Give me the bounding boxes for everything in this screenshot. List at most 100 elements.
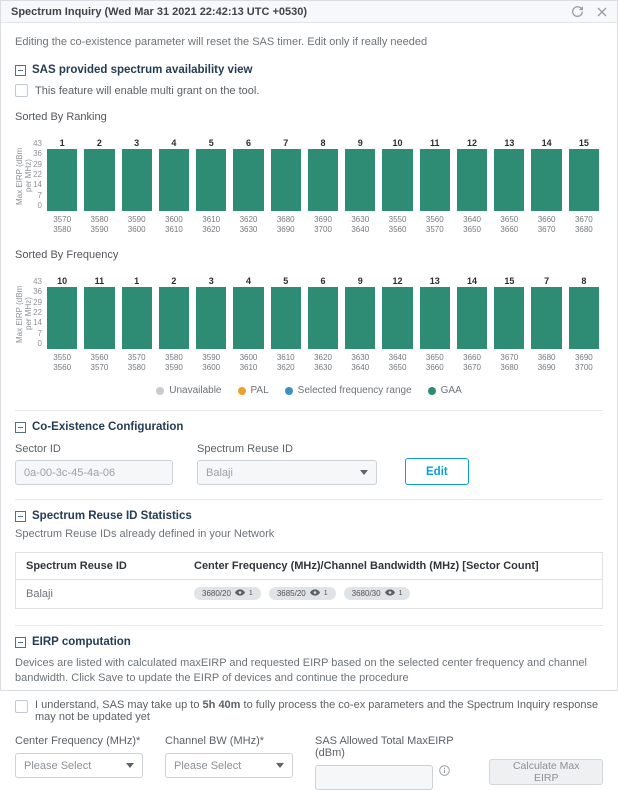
freq-low: 3640	[388, 353, 407, 362]
gaa-bar[interactable]	[270, 149, 301, 211]
bar-top: 12	[456, 131, 488, 211]
collapse-icon[interactable]	[15, 421, 26, 433]
frequency-chip[interactable]: 3680/20 1	[194, 586, 261, 600]
multi-grant-checkbox[interactable]	[15, 84, 28, 97]
bar-top: 3	[121, 131, 152, 211]
info-icon[interactable]	[439, 765, 450, 779]
freq-low: 3630	[351, 215, 370, 224]
freq-low: 3620	[314, 353, 332, 362]
collapse-icon[interactable]	[15, 636, 26, 648]
y-axis-tick: 22	[33, 307, 42, 317]
bar-top: 5	[196, 131, 227, 211]
gaa-bar[interactable]	[84, 149, 115, 211]
frequency-chart: Max EIRP (dBm per MHz) 43 36 29 22 14 7 0 10 35…	[15, 269, 603, 373]
gaa-bar[interactable]	[568, 287, 599, 349]
gaa-bar[interactable]	[345, 149, 376, 211]
freq-low: 3590	[202, 353, 221, 362]
gaa-bar[interactable]	[307, 149, 339, 211]
gaa-bar[interactable]	[568, 149, 599, 211]
calculate-max-eirp-button[interactable]: Calculate Max EIRP	[489, 759, 603, 785]
section-coexistence-header[interactable]: Co-Existence Configuration	[15, 421, 603, 433]
gaa-bar[interactable]	[531, 149, 562, 211]
reuse-stats-table: Spectrum Reuse ID Center Frequency (MHz)…	[15, 552, 603, 609]
section-eirp-header[interactable]: EIRP computation	[15, 636, 603, 648]
gaa-bar[interactable]	[196, 149, 227, 211]
frequency-bar-group: 9 3630 3640	[345, 131, 376, 235]
freq-low: 3550	[388, 215, 407, 224]
legend-item[interactable]: Unavailable	[156, 385, 222, 396]
gaa-bar[interactable]	[456, 149, 488, 211]
chevron-down-icon	[126, 763, 134, 768]
frequency-bar-group: 15 3670 3680	[494, 269, 525, 373]
gaa-bar[interactable]	[196, 287, 227, 349]
center-frequency-select[interactable]: Please Select	[15, 753, 143, 778]
freq-low: 3640	[463, 215, 481, 224]
gaa-bar[interactable]	[121, 287, 152, 349]
bar-rank-label: 4	[245, 276, 251, 286]
frequency-bar-group: 6 3620 3630	[233, 131, 264, 235]
gaa-bar[interactable]	[47, 149, 78, 211]
collapse-icon[interactable]	[15, 510, 26, 522]
legend-label: Selected frequency range	[297, 385, 412, 396]
freq-low: 3660	[537, 215, 556, 224]
frequency-range-label: 3600 3610	[159, 215, 189, 235]
gaa-bar[interactable]	[158, 149, 190, 211]
legend-item[interactable]: GAA	[427, 385, 462, 396]
channel-bw-select[interactable]: Please Select	[165, 753, 293, 778]
freq-high: 3630	[239, 225, 258, 234]
frequency-range-label: 3570 3580	[122, 353, 152, 373]
gaa-bar[interactable]	[419, 287, 450, 349]
gaa-bar[interactable]	[84, 287, 115, 349]
collapse-icon[interactable]	[15, 64, 26, 76]
frequency-range-label: 3570 3580	[47, 215, 77, 235]
frequency-range-label: 3670 3680	[494, 353, 524, 373]
edit-button[interactable]: Edit	[405, 458, 469, 485]
bar-rank-label: 13	[429, 276, 440, 286]
freq-low: 3670	[500, 353, 519, 362]
column-header: Spectrum Reuse ID	[26, 560, 127, 572]
chip-text: 3680/30	[351, 588, 381, 598]
frequency-chip[interactable]: 3680/30 1	[343, 586, 411, 600]
freq-high: 3620	[276, 363, 295, 372]
gaa-bar[interactable]	[307, 287, 339, 349]
freq-low: 3650	[425, 353, 444, 362]
gaa-bar[interactable]	[233, 287, 264, 349]
freq-high: 3630	[314, 363, 332, 372]
section-reuse-stats-header[interactable]: Spectrum Reuse ID Statistics	[15, 510, 603, 522]
frequency-bar-group: 2 3580 3590	[158, 269, 190, 373]
gaa-bar[interactable]	[494, 287, 525, 349]
legend-item[interactable]: Selected frequency range	[284, 385, 412, 396]
gaa-bar[interactable]	[382, 149, 413, 211]
max-eirp-label: SAS Allowed Total MaxEIRP (dBm)	[315, 735, 454, 759]
gaa-bar[interactable]	[121, 149, 152, 211]
sector-id-input[interactable]	[15, 460, 173, 485]
freq-high: 3610	[239, 363, 258, 372]
sas-ack-checkbox[interactable]	[15, 700, 28, 713]
chart-legend: Unavailable PAL Selected frequency range GA…	[15, 385, 603, 396]
center-frequency-label: Center Frequency (MHz)*	[15, 735, 141, 747]
gaa-bar[interactable]	[382, 287, 413, 349]
bar-rank-label: 8	[581, 276, 587, 286]
frequency-bar-group: 12 3640 3650	[456, 131, 488, 235]
gaa-bar[interactable]	[531, 287, 562, 349]
spectrum-reuse-id-select[interactable]: Balaji	[197, 460, 377, 485]
frequency-chip[interactable]: 3685/20 1	[268, 586, 336, 600]
gaa-bar[interactable]	[158, 287, 190, 349]
section-availability-header[interactable]: SAS provided spectrum availability view	[15, 64, 603, 76]
close-icon[interactable]	[597, 7, 607, 17]
gaa-bar[interactable]	[233, 149, 264, 211]
bar-top: 5	[270, 269, 301, 349]
gaa-bar[interactable]	[270, 287, 301, 349]
gaa-bar[interactable]	[456, 287, 488, 349]
gaa-bar[interactable]	[47, 287, 78, 349]
frequency-range-label: 3550 3560	[382, 215, 412, 235]
gaa-bar[interactable]	[494, 149, 525, 211]
refresh-icon[interactable]	[572, 6, 583, 17]
bar-rank-label: 4	[171, 138, 177, 148]
gaa-bar[interactable]	[345, 287, 376, 349]
bar-top: 2	[84, 131, 115, 211]
legend-item[interactable]: PAL	[237, 385, 269, 396]
gaa-bar[interactable]	[419, 149, 450, 211]
bar-top: 13	[419, 269, 450, 349]
max-eirp-input[interactable]	[315, 765, 433, 790]
